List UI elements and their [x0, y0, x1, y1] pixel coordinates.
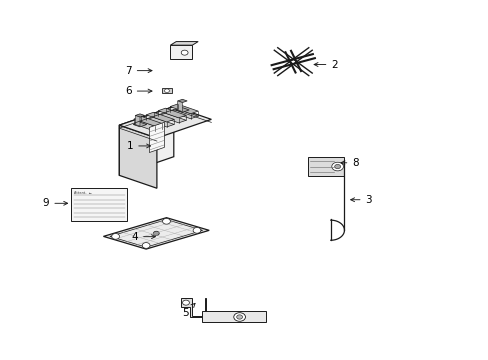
Text: 2: 2 — [313, 59, 337, 69]
Circle shape — [182, 300, 189, 305]
Circle shape — [162, 219, 170, 224]
Polygon shape — [158, 108, 186, 118]
Text: 3: 3 — [350, 195, 371, 205]
Text: 1: 1 — [126, 141, 150, 151]
Polygon shape — [175, 108, 189, 112]
Circle shape — [334, 165, 340, 169]
Circle shape — [142, 243, 150, 248]
Polygon shape — [133, 122, 146, 127]
Polygon shape — [307, 157, 344, 176]
Text: 6: 6 — [125, 86, 152, 96]
Text: 7: 7 — [125, 66, 152, 76]
Text: Attent-  ←: Attent- ← — [74, 191, 91, 195]
Circle shape — [236, 315, 242, 319]
Polygon shape — [170, 109, 198, 119]
Polygon shape — [181, 298, 206, 317]
Circle shape — [331, 162, 343, 171]
Polygon shape — [177, 99, 187, 103]
Polygon shape — [177, 101, 182, 112]
Polygon shape — [149, 122, 164, 153]
Circle shape — [181, 50, 188, 55]
Circle shape — [193, 228, 201, 233]
Circle shape — [153, 231, 159, 235]
Polygon shape — [135, 116, 140, 126]
Text: 5: 5 — [183, 303, 195, 318]
Polygon shape — [134, 116, 162, 126]
Polygon shape — [71, 188, 127, 221]
Polygon shape — [119, 125, 157, 188]
Circle shape — [164, 89, 169, 93]
Text: 8: 8 — [340, 158, 358, 168]
Polygon shape — [158, 113, 186, 123]
Text: 4: 4 — [131, 232, 155, 242]
Polygon shape — [170, 104, 198, 114]
Circle shape — [233, 313, 245, 321]
Polygon shape — [110, 220, 203, 247]
Polygon shape — [134, 121, 162, 131]
Polygon shape — [146, 117, 174, 127]
Polygon shape — [146, 112, 174, 122]
Polygon shape — [119, 107, 211, 138]
Circle shape — [111, 234, 119, 239]
Text: 9: 9 — [42, 198, 67, 208]
Polygon shape — [201, 311, 266, 322]
Polygon shape — [170, 45, 192, 59]
Polygon shape — [103, 218, 209, 249]
Polygon shape — [135, 114, 144, 117]
Polygon shape — [170, 41, 198, 45]
Polygon shape — [119, 107, 173, 175]
Polygon shape — [161, 88, 172, 93]
